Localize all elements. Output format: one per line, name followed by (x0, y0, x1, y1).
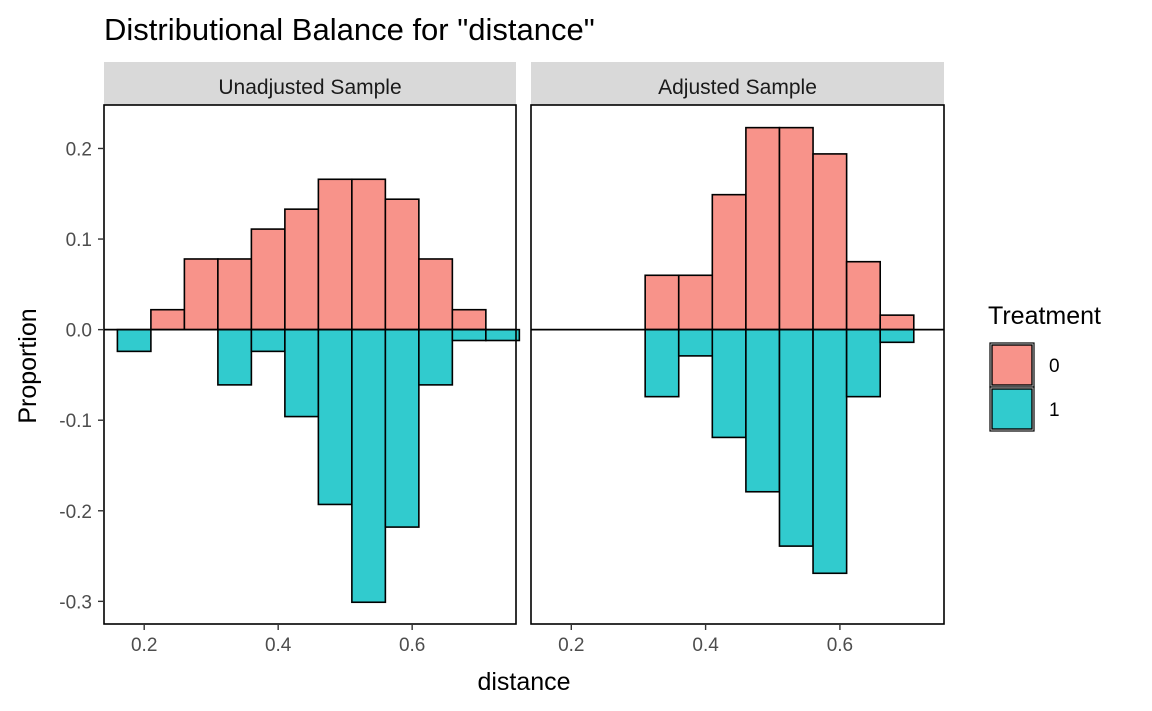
legend-key-t1 (991, 388, 1033, 430)
legend: Treatment 0 1 (988, 302, 1101, 432)
legend-label-t1: 1 (1049, 400, 1060, 421)
bar-t0-bin-7 (745, 126, 781, 331)
bar-t1-bin-8 (778, 328, 814, 547)
bar-t0-bin-5 (677, 274, 714, 331)
bar-t1-bin-6 (284, 328, 320, 418)
y-tick-label: 0.0 (66, 321, 92, 342)
bar-t1-bin-11 (451, 328, 487, 342)
x-tick-label: 0.2 (131, 635, 157, 656)
bar-t0-bin-5 (250, 228, 286, 331)
y-axis-title: Proportion (14, 308, 42, 423)
bar-t1-bin-4 (217, 328, 253, 386)
bar-t1-bin-5 (677, 328, 714, 357)
panel-1: Unadjusted Sample 0.2 0.4 0.6 0.2 0.1 0.0 -0.1 -… (59, 62, 521, 656)
panel-strip-label: Unadjusted Sample (218, 76, 401, 99)
bar-t0-bin-2 (150, 308, 186, 331)
bar-t1-bin-10 (418, 328, 454, 386)
bar-t1-bin-6 (711, 328, 747, 439)
chart-title: Distributional Balance for "distance" (104, 12, 595, 47)
bar-t0-bin-10 (845, 260, 882, 331)
bar-t1-bin-9 (384, 328, 420, 528)
x-tick-label: 0.6 (399, 635, 425, 656)
bar-t1-bin-10 (845, 328, 882, 398)
panel-strip-label: Adjusted Sample (658, 76, 817, 99)
bar-t0-bin-7 (317, 178, 353, 331)
bar-t1-bin-7 (317, 328, 353, 506)
x-tick-label: 0.6 (827, 635, 853, 656)
bar-t0-bin-9 (812, 153, 848, 331)
y-tick-label: -0.3 (59, 592, 92, 613)
x-axis-title: distance (477, 668, 570, 696)
bar-t0-bin-6 (284, 208, 320, 331)
x-tick-label: 0.4 (265, 635, 292, 656)
bar-t0-bin-4 (217, 258, 253, 331)
bar-t1-bin-11 (879, 328, 915, 344)
panel-border (530, 104, 945, 625)
bar-t0-bin-10 (418, 258, 454, 331)
x-tick-label: 0.2 (558, 635, 584, 656)
legend-title: Treatment (988, 302, 1101, 330)
panels: Unadjusted Sample 0.2 0.4 0.6 0.2 0.1 0.0 -0.1 -… (59, 62, 945, 656)
bar-t1-bin-9 (812, 328, 848, 575)
y-tick-label: -0.1 (59, 411, 92, 432)
panel-2: Adjusted Sample 0.2 0.4 0.6 (530, 62, 945, 656)
bar-t1-bin-4 (644, 328, 680, 398)
x-tick-label: 0.4 (692, 635, 719, 656)
bar-t1-bin-12 (485, 328, 521, 342)
bar-t0-bin-9 (384, 198, 420, 331)
panel-strip (104, 62, 516, 105)
bar-t0-bin-3 (183, 258, 219, 331)
bar-t0-bin-6 (711, 193, 747, 331)
bar-t1-bin-7 (745, 328, 781, 493)
y-tick-label: -0.2 (59, 502, 92, 523)
bar-t1-bin-5 (250, 328, 286, 353)
legend-key-t0 (991, 344, 1033, 386)
panel-border (103, 104, 517, 625)
bar-t0-bin-8 (351, 178, 387, 331)
bar-t0-bin-11 (451, 308, 487, 331)
panel-strip (531, 62, 944, 105)
y-tick-label: 0.2 (66, 139, 92, 160)
bar-t1-bin-1 (116, 328, 152, 353)
bar-t0-bin-8 (778, 126, 814, 331)
bar-t0-bin-4 (644, 274, 680, 331)
legend-label-t0: 0 (1049, 356, 1060, 377)
bar-t1-bin-8 (351, 328, 387, 604)
bar-t0-bin-11 (879, 314, 915, 331)
y-tick-label: 0.1 (66, 230, 92, 251)
